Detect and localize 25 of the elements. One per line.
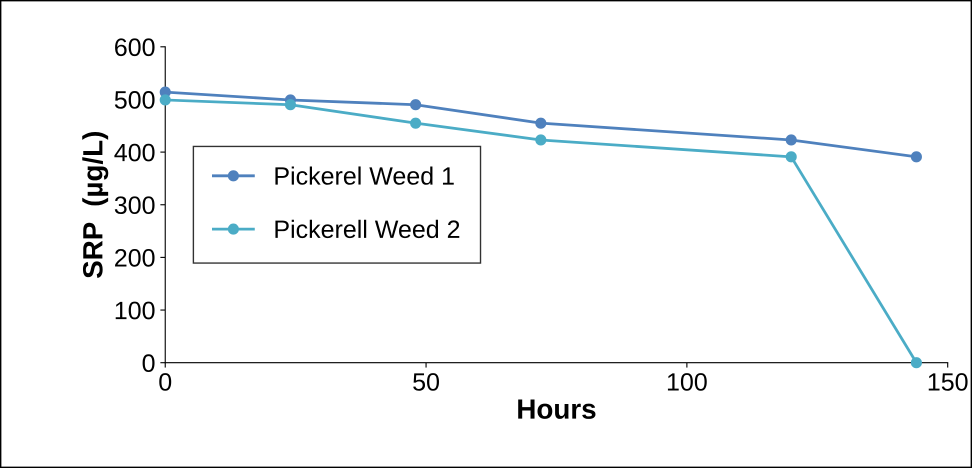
x-axis-title: Hours [518,400,596,419]
point [786,134,797,146]
legend-label: Pickerell Weed 2 [275,220,460,238]
y-tick-label: 300 [114,196,155,214]
point [160,94,171,106]
point [910,151,922,162]
x-tick-label: 0 [159,373,172,391]
x-tick-label: 50 [413,373,439,391]
point [786,151,797,162]
y-axis-title: SRP (µg/L) [82,132,108,278]
y-tick-label: 200 [115,249,155,267]
point [410,99,422,110]
y-tick-label: 500 [114,91,155,109]
y-tick-label: 600 [115,38,155,56]
y-tick-label: 0 [142,354,155,372]
point [535,134,546,146]
point [284,99,296,110]
point [410,118,422,129]
x-tick-label: 100 [668,373,707,391]
x-tick-label: 150 [928,373,968,391]
point [535,118,546,129]
y-tick-label: 400 [114,144,155,162]
point [910,357,922,368]
y-tick-label: 100 [116,302,155,320]
legend-label: Pickerel Weed 1 [275,166,454,185]
